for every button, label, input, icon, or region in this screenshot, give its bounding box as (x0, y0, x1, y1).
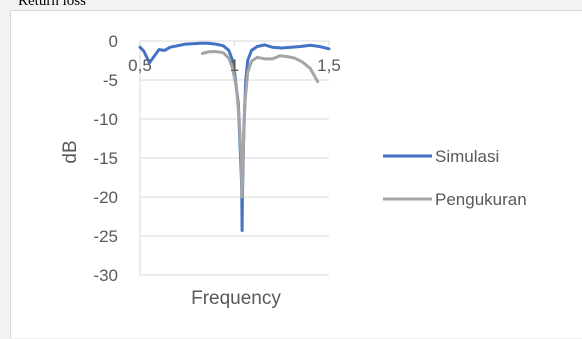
legend-label-simulasi: Simulasi (435, 147, 499, 166)
y-tick-label: -10 (93, 110, 118, 129)
y-tick-label: 0 (109, 32, 118, 51)
legend-label-pengukuran: Pengukuran (435, 190, 527, 209)
y-axis-title: dB (60, 140, 81, 163)
axes (139, 40, 330, 275)
x-tick-label: 1 (230, 56, 239, 75)
series-lines (138, 41, 331, 232)
series-line-pengukuran (200, 50, 320, 199)
gridlines (140, 79, 329, 276)
chart-area: 0 -5 -10 -15 -20 -25 -30 0,5 1 1,5 Frequency dB S… (10, 10, 582, 338)
line-chart: 0 -5 -10 -15 -20 -25 -30 0,5 1 1,5 Frequency dB S… (60, 32, 527, 309)
y-tick-label: -15 (93, 149, 118, 168)
tick-labels: 0 -5 -10 -15 -20 -25 -30 0,5 1 1,5 (93, 32, 340, 285)
x-tick-label: 0,5 (128, 56, 152, 75)
x-tick-label: 1,5 (317, 56, 341, 75)
y-tick-label: -25 (93, 227, 118, 246)
legend: Simulasi Pengukuran (383, 147, 527, 209)
y-tick-label: -20 (93, 188, 118, 207)
x-axis-title: Frequency (191, 288, 281, 309)
y-tick-label: -5 (103, 71, 118, 90)
figure-caption: Return loss (18, 0, 86, 9)
y-tick-label: -30 (93, 266, 118, 285)
